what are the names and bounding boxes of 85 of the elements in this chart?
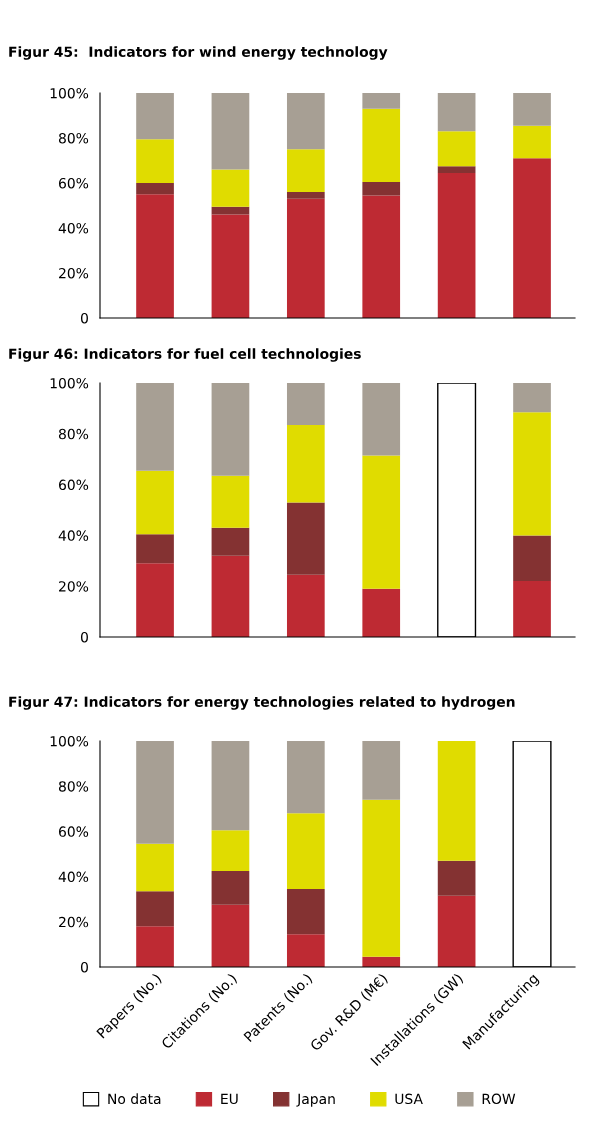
bar — [362, 383, 401, 456]
bar — [136, 741, 174, 844]
y-tick-label: 20% — [59, 581, 89, 592]
bar — [211, 169, 250, 207]
bar — [513, 535, 551, 582]
bar — [136, 194, 174, 318]
y-tick-label: 0 — [80, 312, 88, 324]
bar — [211, 383, 250, 476]
bar — [286, 813, 325, 890]
bar — [136, 183, 174, 195]
bar — [286, 93, 325, 150]
bar — [211, 206, 250, 215]
bar — [513, 158, 551, 318]
y-tick-label: 80% — [58, 428, 89, 440]
bar — [286, 424, 325, 503]
chart-title: Figur 46: Indicators for fuel cell technologies — [9, 348, 361, 362]
bar — [211, 904, 250, 967]
bar — [437, 860, 476, 896]
bar — [136, 926, 174, 967]
bar — [136, 383, 174, 471]
y-tick-label: 40% — [58, 222, 89, 234]
legend-label: USA — [395, 1093, 423, 1105]
y-tick-label: 40% — [58, 871, 89, 883]
bar — [437, 895, 476, 967]
bar — [136, 470, 174, 535]
bar — [362, 181, 401, 196]
y-tick-label: 60% — [58, 177, 89, 189]
y-tick-label: 60% — [58, 826, 89, 837]
bar — [211, 475, 250, 528]
legend-label: ROW — [482, 1093, 516, 1105]
chart-title: Figur 45: Indicators for wind energy technology — [9, 46, 388, 60]
y-tick-label: 100% — [50, 87, 89, 99]
bar — [362, 195, 401, 318]
y-tick-label: 20% — [59, 267, 89, 279]
bar — [136, 534, 174, 564]
bar — [211, 555, 250, 637]
bar — [136, 843, 174, 892]
bar — [286, 149, 325, 192]
y-tick-label: 0 — [80, 631, 88, 643]
bar — [136, 563, 174, 637]
bar — [211, 870, 250, 905]
bar — [362, 588, 401, 637]
bar — [437, 172, 476, 318]
legend-label: Japan — [296, 1093, 335, 1107]
y-tick-label: 20% — [59, 916, 89, 928]
y-tick-label: 60% — [58, 479, 89, 491]
bar — [211, 830, 250, 871]
bar — [211, 93, 250, 170]
bar — [211, 214, 250, 318]
bar — [286, 574, 325, 637]
y-tick-label: 100% — [50, 735, 89, 747]
bar — [362, 455, 401, 589]
bar — [136, 891, 174, 927]
bar — [211, 527, 250, 556]
bar — [437, 166, 476, 173]
bar — [362, 93, 401, 109]
bar — [136, 139, 174, 183]
bar — [362, 741, 401, 800]
y-tick-label: 40% — [58, 530, 89, 541]
bar — [513, 125, 551, 159]
y-tick-label: 80% — [58, 132, 89, 144]
bar — [286, 502, 325, 575]
y-tick-label: 80% — [58, 781, 89, 792]
bar — [136, 93, 174, 140]
bar — [362, 799, 401, 957]
bar — [286, 192, 325, 199]
y-tick-label: 0 — [80, 961, 88, 973]
y-tick-label: 100% — [50, 377, 89, 389]
bar — [286, 934, 325, 967]
bar — [437, 93, 476, 132]
bar — [437, 131, 476, 167]
bar — [513, 412, 551, 536]
bar — [513, 93, 551, 126]
legend-label: EU — [221, 1093, 238, 1105]
bar — [437, 741, 476, 861]
bar — [362, 108, 401, 182]
bar — [286, 889, 325, 935]
bar — [286, 741, 325, 814]
bar — [513, 581, 551, 637]
bar — [513, 383, 551, 413]
chart-title: Figur 47: Indicators for energy technologies related to hydrogen — [9, 696, 515, 710]
bar — [286, 198, 325, 318]
bar — [211, 741, 250, 831]
bar — [286, 383, 325, 425]
legend-label: No data — [108, 1093, 161, 1105]
